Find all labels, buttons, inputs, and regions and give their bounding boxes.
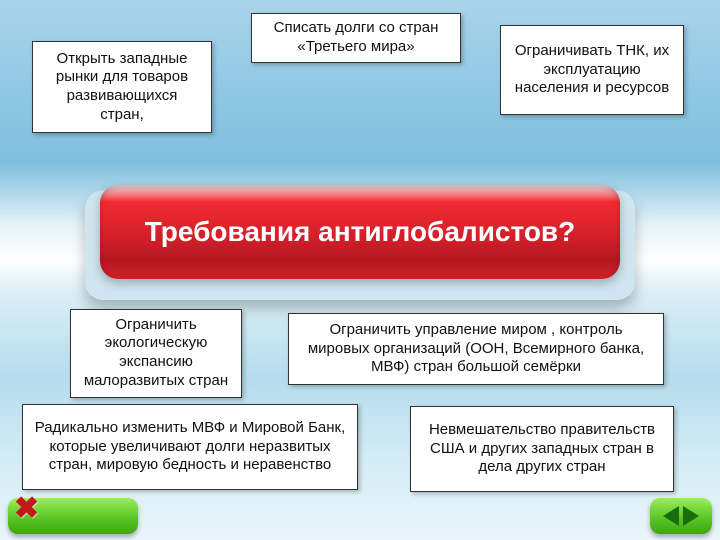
box-text: Ограничить управление миром , контроль м…	[299, 321, 653, 377]
nav-arrows-pad	[650, 498, 712, 534]
box-text: Радикально изменить МВФ и Мировой Банк, …	[33, 419, 347, 475]
prev-arrow-icon[interactable]	[663, 506, 679, 526]
box-text: Списать долги со стран «Третьего мира»	[262, 19, 450, 57]
box-limit-tnk: Ограничивать ТНК, их эксплуатацию населе…	[500, 25, 684, 115]
close-icon: ✖	[14, 492, 39, 525]
box-text: Открыть западные рынки для товаров разви…	[43, 50, 201, 125]
center-title-pill: Требования антиглобалистов?	[100, 185, 620, 279]
box-reform-imf: Радикально изменить МВФ и Мировой Банк, …	[22, 404, 358, 490]
box-limit-eco-expansion: Ограничить экологическую экспансию малор…	[60, 313, 252, 393]
next-arrow-icon[interactable]	[683, 506, 699, 526]
box-text: Ограничивать ТНК, их эксплуатацию населе…	[511, 42, 673, 98]
box-limit-world-gov: Ограничить управление миром , контроль м…	[288, 313, 664, 385]
box-open-markets: Открыть западные рынки для товаров разви…	[32, 41, 212, 133]
center-title-text: Требования антиглобалистов?	[145, 215, 576, 249]
close-button[interactable]: ✖	[14, 491, 39, 526]
box-text: Невмешательство правительств США и други…	[421, 421, 663, 477]
box-non-interference: Невмешательство правительств США и други…	[410, 406, 674, 492]
box-write-off-debts: Списать долги со стран «Третьего мира»	[251, 13, 461, 63]
box-text: Ограничить экологическую экспансию малор…	[84, 316, 228, 389]
